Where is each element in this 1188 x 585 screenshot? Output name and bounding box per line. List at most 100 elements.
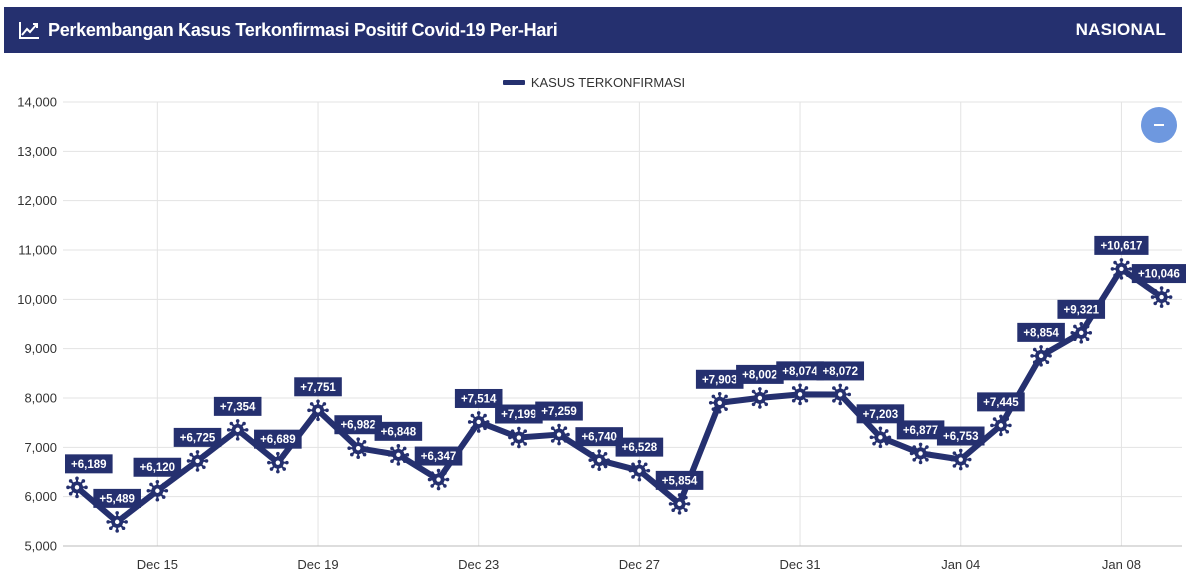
data-label-text: +10,617 [1100,240,1142,252]
data-point-virus-marker[interactable] [106,511,128,533]
data-point-virus-marker[interactable] [869,426,892,449]
data-point-virus-marker[interactable] [829,383,852,406]
data-label-text: +7,203 [863,409,899,421]
chart-legend[interactable]: KASUS TERKONFIRMASI [0,74,1188,90]
data-label-text: +6,725 [180,432,216,444]
line-chart-icon [19,22,39,39]
data-point-virus-marker[interactable] [186,450,209,472]
data-label: +5,489 [93,488,141,508]
region-label: NASIONAL [1075,20,1166,39]
data-label: +6,848 [374,421,423,441]
chart-title: Perkembangan Kasus Terkonfirmasi Positif… [48,20,558,40]
data-point-virus-marker[interactable] [789,383,811,406]
data-label: +7,445 [977,392,1025,412]
data-label-text: +8,002 [742,369,778,381]
data-label-text: +10,046 [1138,269,1180,281]
data-point-virus-marker[interactable] [1030,345,1052,367]
data-point-virus-marker[interactable] [146,479,169,502]
data-point-virus-marker[interactable] [387,444,410,466]
data-label: +7,514 [454,388,503,408]
minus-icon [1154,124,1164,126]
y-tick-label: 6,000 [24,489,57,504]
data-label: +6,689 [254,429,302,449]
data-point-virus-marker[interactable] [909,442,932,465]
data-label-text: +6,982 [340,420,376,432]
x-tick-label: Dec 15 [137,557,178,572]
y-tick-label: 7,000 [24,440,57,455]
data-point-virus-marker[interactable] [508,426,530,449]
y-tick-label: 9,000 [24,341,57,356]
data-label: +6,982 [334,415,382,435]
data-point-virus-marker[interactable] [66,476,88,499]
data-label-text: +7,259 [541,406,577,418]
data-point-virus-marker[interactable] [628,459,651,482]
data-point-virus-marker[interactable] [347,437,369,460]
data-label-text: +6,189 [71,459,107,471]
data-point-virus-marker[interactable] [749,387,771,409]
data-label-text: +7,199 [501,409,537,421]
data-label-text: +6,740 [581,432,617,444]
data-label-text: +5,854 [662,475,698,487]
data-point-virus-marker[interactable] [990,414,1012,437]
data-point-virus-marker[interactable] [1070,322,1093,344]
data-point-virus-marker[interactable] [226,419,249,441]
data-point-virus-marker[interactable] [668,493,691,515]
data-label: +8,002 [736,364,784,384]
data-label-text: +6,689 [260,434,296,446]
data-point-virus-marker[interactable] [427,468,450,491]
data-label: +8,072 [816,361,865,381]
data-label: +7,259 [535,401,583,421]
data-label-text: +6,877 [903,425,939,437]
data-label: +5,854 [655,470,704,490]
data-label-text: +6,753 [943,431,979,443]
x-tick-label: Jan 04 [941,557,980,572]
data-label-text: +6,120 [140,462,176,474]
data-label-text: +5,489 [99,493,135,505]
data-label: +6,753 [936,426,985,446]
y-tick-label: 8,000 [24,391,57,406]
data-label: +8,854 [1017,322,1065,342]
legend-label: KASUS TERKONFIRMASI [530,75,686,91]
data-point-virus-marker[interactable] [1150,286,1173,308]
data-label: +6,740 [575,427,624,447]
data-label: +9,321 [1057,299,1106,319]
data-label-text: +6,848 [381,426,417,438]
data-label: +6,725 [173,427,222,447]
data-point-virus-marker[interactable] [548,423,570,446]
x-tick-label: Dec 27 [619,557,660,572]
x-tick-label: Dec 23 [458,557,499,572]
data-label-text: +7,751 [300,382,336,394]
data-label-text: +8,854 [1023,327,1059,339]
data-point-virus-marker[interactable] [708,391,731,414]
zoom-out-button[interactable] [1141,107,1177,143]
data-label-text: +6,347 [421,451,457,463]
data-point-virus-marker[interactable] [267,451,289,474]
y-tick-label: 10,000 [17,292,57,307]
data-label-text: +7,354 [220,401,256,413]
data-point-virus-marker[interactable] [307,399,329,422]
data-point-virus-marker[interactable] [1110,258,1133,280]
data-label: +8,074 [776,361,824,381]
data-point-virus-marker[interactable] [949,448,972,471]
data-label: +7,203 [856,404,905,424]
data-label: +6,528 [615,437,664,457]
data-label: +6,189 [65,454,113,474]
data-label: +7,751 [294,377,342,397]
data-label: +10,046 [1131,264,1186,284]
data-point-virus-marker[interactable] [467,411,490,433]
x-tick-label: Jan 08 [1102,557,1141,572]
y-tick-label: 13,000 [17,144,57,159]
data-label-text: +7,903 [702,374,738,386]
data-label-text: +8,072 [822,366,858,378]
data-point-virus-marker[interactable] [588,449,611,471]
data-label-text: +6,528 [622,442,658,454]
y-tick-label: 14,000 [17,95,57,110]
data-label: +7,903 [695,369,744,389]
data-label: +7,354 [213,396,262,416]
data-label: +6,877 [896,420,945,440]
data-label: +6,120 [133,457,182,477]
y-tick-label: 5,000 [24,539,57,554]
data-label-text: +8,074 [782,366,818,378]
data-label: +10,617 [1094,235,1149,255]
